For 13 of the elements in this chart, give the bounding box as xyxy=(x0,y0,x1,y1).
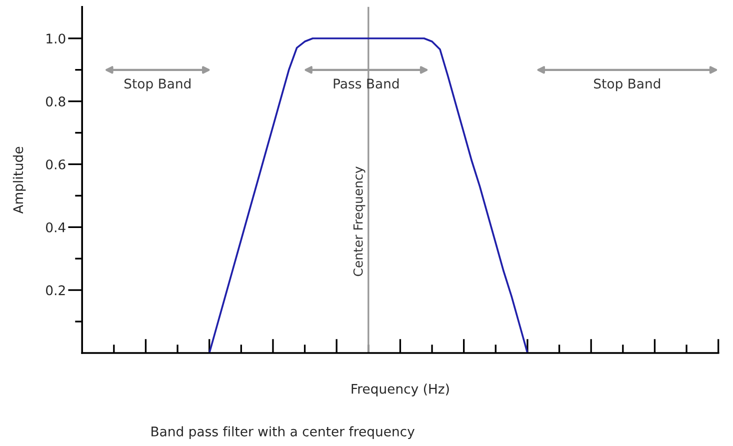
annotation: Pass Band xyxy=(334,78,399,89)
y-axis-title: Amplitude xyxy=(12,146,26,214)
text: Band pass filter with a center frequency xyxy=(152,426,415,440)
annotation: Center Frequency xyxy=(353,166,366,276)
y-tick-label: 0.4 xyxy=(46,222,66,232)
line-series xyxy=(208,37,528,354)
annotation: Stop Band xyxy=(124,78,190,92)
y-tick-label: 1.0 xyxy=(46,34,66,44)
x-axis-title: Frequency (Hz) xyxy=(352,384,449,396)
y-tick-label: 0.2 xyxy=(46,285,65,296)
y-tick-label: 0.8 xyxy=(46,96,66,107)
y-tick-label: 0.6 xyxy=(46,159,66,170)
annotation: Stop Band xyxy=(594,78,660,92)
